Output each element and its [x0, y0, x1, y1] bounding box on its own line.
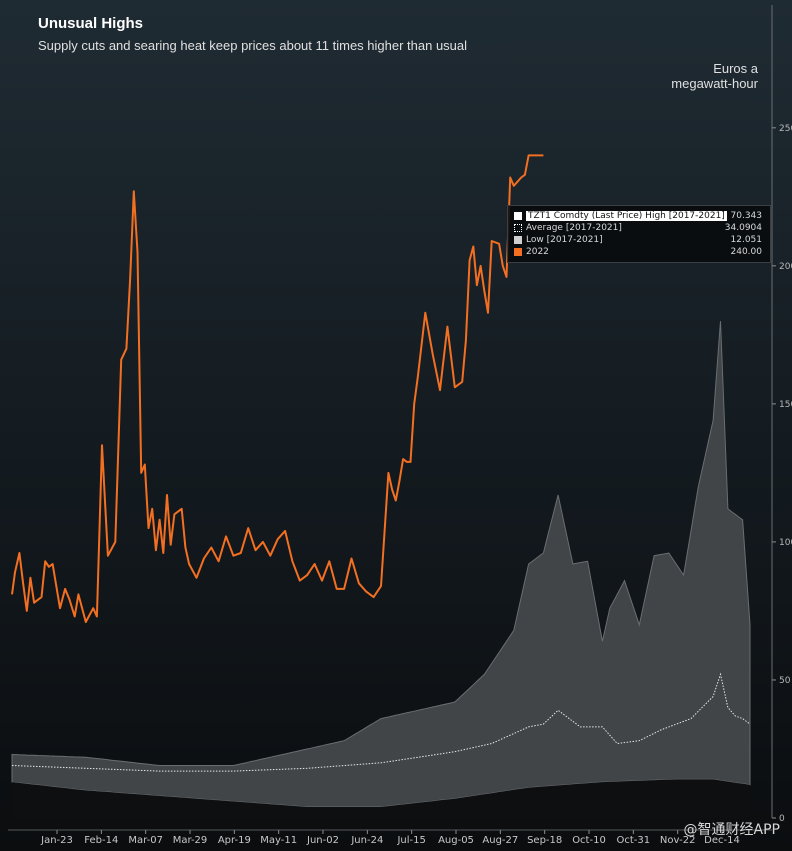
x-tick-label: May-11	[260, 835, 297, 846]
y-tick-label: 100	[779, 538, 792, 548]
x-tick-label: Nov-22	[660, 835, 696, 846]
legend-item-low: Low [2017-2021] 12.051	[514, 235, 762, 246]
chart-title: Unusual Highs	[38, 15, 144, 32]
legend-value-average: 34.0904	[724, 223, 762, 233]
x-tick-label: Mar-07	[128, 835, 163, 846]
x-tick-label: Mar-29	[173, 835, 208, 846]
x-tick-label: Oct-31	[617, 835, 651, 846]
x-tick-label: Aug-27	[482, 835, 518, 846]
series-2022-line	[11, 154, 544, 623]
x-tick-label: Jun-02	[306, 835, 339, 846]
unit-line-1: Euros a	[713, 61, 758, 76]
legend-box: TZT1 Comdty (Last Price) High [2017-2021…	[507, 205, 771, 263]
x-tick-label: Dec-14	[704, 835, 740, 846]
chart-subtitle: Supply cuts and searing heat keep prices…	[38, 38, 468, 53]
legend-item-average: Average [2017-2021] 34.0904	[514, 223, 762, 234]
x-tick-label: Aug-05	[438, 835, 474, 846]
watermark: @智通财经APP	[683, 822, 780, 838]
legend-label-average: Average [2017-2021]	[526, 223, 622, 233]
y-tick-label: 150	[779, 400, 792, 410]
y-tick-label: 250	[779, 124, 792, 134]
low-series-area	[12, 779, 750, 818]
legend-label-high: TZT1 Comdty (Last Price) High [2017-2021…	[526, 211, 727, 221]
average-series-line	[11, 672, 751, 772]
legend-label-low: Low [2017-2021]	[526, 235, 603, 245]
x-tick-label: Jan-23	[40, 835, 73, 846]
x-tick-label: Oct-10	[572, 835, 606, 846]
y-tick-label: 50	[779, 676, 791, 686]
x-tick-label: Feb-14	[84, 835, 118, 846]
legend-value-2022: 240.00	[730, 247, 763, 257]
legend-swatch-2022	[514, 248, 522, 256]
legend-item-2022: 2022 240.00	[514, 247, 762, 258]
y-axis-unit-label: Euros a megawatt-hour	[671, 61, 758, 91]
legend-swatch-low	[514, 236, 522, 244]
y-tick-label: 0	[779, 814, 785, 824]
x-tick-label: Sep-18	[527, 835, 562, 846]
unit-line-2: megawatt-hour	[671, 76, 758, 91]
y-tick-label: 200	[779, 262, 792, 272]
high-low-range-area	[11, 321, 751, 808]
legend-label-2022: 2022	[526, 247, 549, 257]
legend-value-high: 70.343	[730, 211, 763, 221]
legend-swatch-average	[514, 224, 522, 232]
x-tick-label: Jun-24	[350, 835, 383, 846]
x-tick-label: Apr-19	[218, 835, 251, 846]
legend-value-low: 12.051	[730, 235, 763, 245]
legend-item-high: TZT1 Comdty (Last Price) High [2017-2021…	[514, 211, 762, 222]
legend-swatch-high	[514, 212, 522, 220]
x-tick-label: Jul-15	[396, 835, 425, 846]
